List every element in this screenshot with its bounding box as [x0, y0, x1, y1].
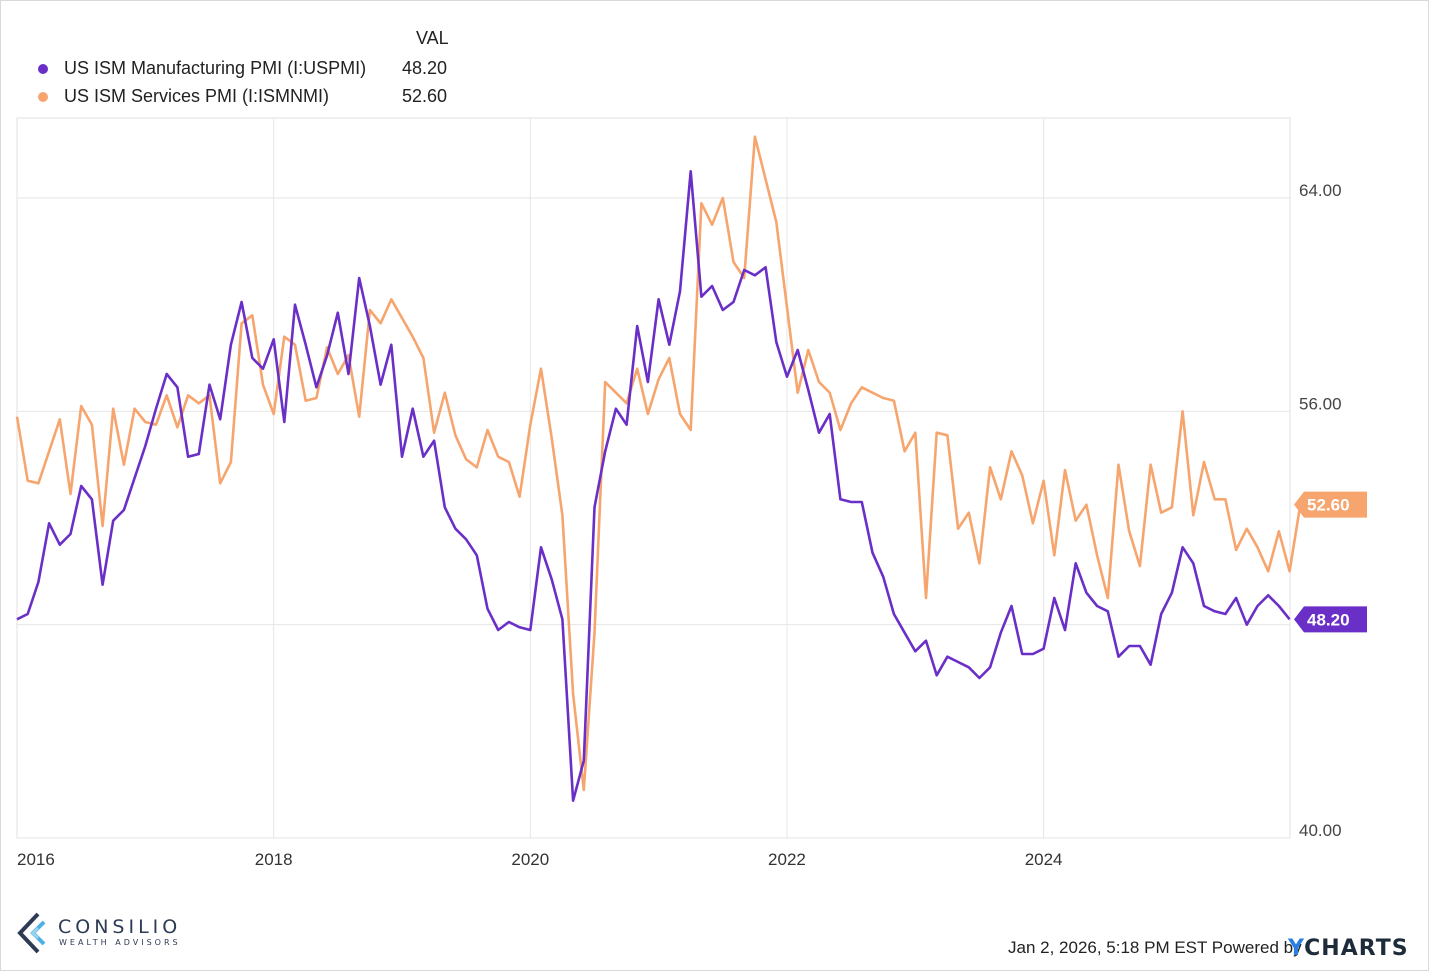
legend-series-value: 52.60 — [402, 86, 448, 106]
x-tick-label: 2024 — [1025, 850, 1063, 869]
ycharts-logo[interactable]: YCHARTS — [1288, 936, 1409, 961]
consilio-logo: CONSILIO WEALTH ADVISORS — [16, 908, 206, 960]
ycharts-logo-y: Y — [1288, 936, 1305, 961]
series-line-services — [15, 135, 1302, 792]
legend-item-manufacturing[interactable]: US ISM Manufacturing PMI (I:USPMI) 48.20 — [34, 56, 464, 82]
legend-series-name: US ISM Services PMI (I:ISMNMI) — [64, 86, 330, 106]
end-value-tag — [1294, 606, 1367, 633]
legend-dot-icon — [38, 64, 48, 74]
end-value-tag — [1294, 491, 1367, 518]
plot-area — [16, 117, 1291, 839]
y-tick-label: 40.00 — [1299, 821, 1342, 840]
y-tick-label: 56.00 — [1299, 394, 1342, 413]
end-value-label: 52.60 — [1307, 496, 1350, 515]
legend-value-header: VAL — [416, 28, 449, 48]
legend-dot-icon — [38, 92, 48, 102]
logo-name: CONSILIO — [58, 916, 182, 938]
timestamp: Jan 2, 2026, 5:18 PM EST Powered by — [1008, 938, 1302, 957]
logo-tagline: WEALTH ADVISORS — [59, 938, 181, 947]
x-tick-label: 2016 — [17, 850, 55, 869]
legend-series-name: US ISM Manufacturing PMI (I:USPMI) — [64, 58, 367, 78]
x-tick-label: 2020 — [511, 850, 549, 869]
series-line-manufacturing — [16, 170, 1291, 803]
line-chart: 2016 2018 2020 2022 2024 40.00 56.00 64.00 52.60… — [15, 117, 1367, 869]
legend-series-value: 48.20 — [402, 58, 448, 78]
y-tick-label: 64.00 — [1299, 181, 1342, 200]
ycharts-logo-text: CHARTS — [1304, 936, 1409, 961]
end-value-label: 48.20 — [1307, 610, 1350, 629]
x-tick-label: 2022 — [768, 850, 806, 869]
x-tick-label: 2018 — [255, 850, 293, 869]
legend-item-services[interactable]: US ISM Services PMI (I:ISMNMI) 52.60 — [34, 84, 464, 110]
consilio-chevron-icon — [17, 912, 46, 954]
